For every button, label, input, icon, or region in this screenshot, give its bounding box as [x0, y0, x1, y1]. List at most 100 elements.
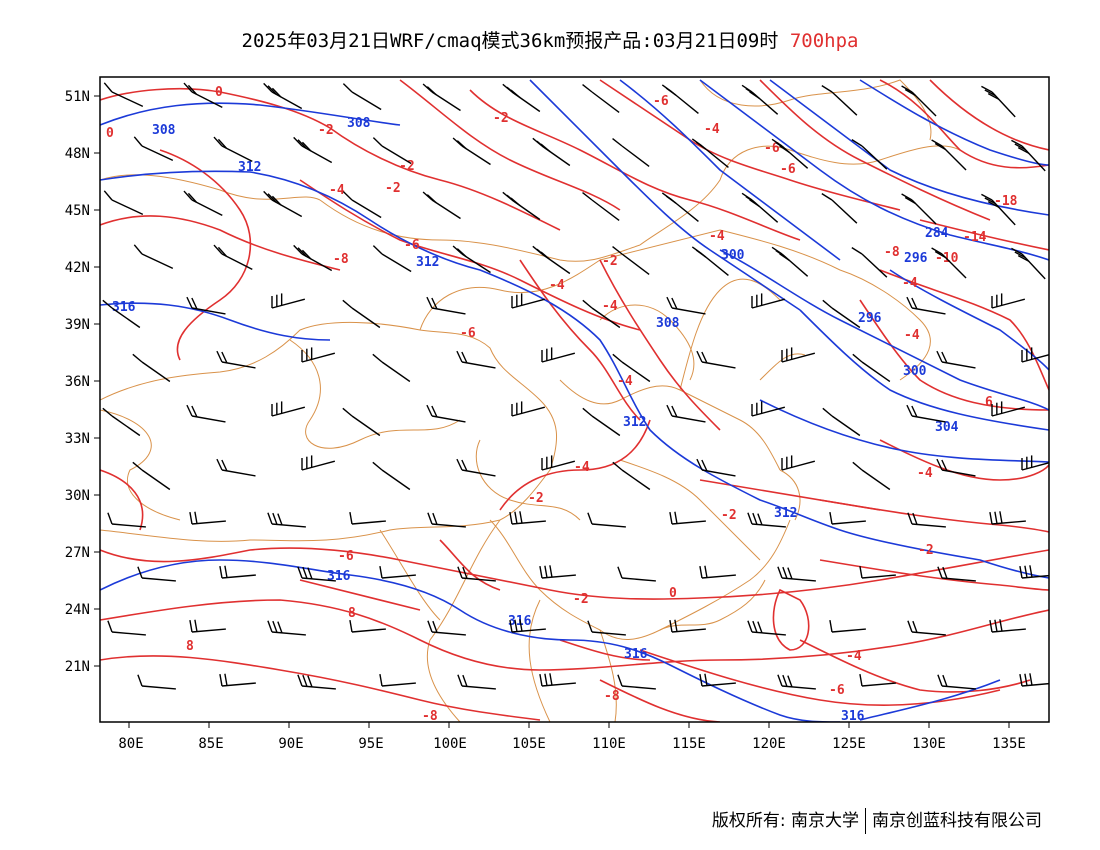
lat-label: 24N	[65, 602, 90, 618]
wind-barb	[381, 253, 412, 273]
wind-barb-feather	[904, 196, 916, 205]
wind-barb	[271, 523, 306, 528]
wind-barb-feather	[912, 512, 918, 525]
height-label: 284	[925, 226, 949, 241]
wind-barb-feather	[272, 512, 278, 525]
lon-label: 135E	[992, 736, 1026, 752]
wind-barb-feather	[981, 193, 993, 201]
height-label: 312	[416, 255, 439, 270]
wind-barb-feather	[431, 297, 438, 310]
wind-barb-feather	[582, 192, 593, 201]
wind-barb-feather	[544, 673, 548, 686]
wind-barb	[831, 199, 858, 224]
wind-barb-feather	[217, 138, 227, 149]
wind-barb-feather	[1019, 566, 1023, 579]
wind-barb	[141, 577, 176, 582]
wind-barb	[831, 91, 858, 116]
wind-barb-feather	[582, 84, 593, 93]
wind-barb	[621, 145, 650, 168]
wind-barb	[591, 307, 621, 329]
wind-barb	[111, 631, 146, 636]
wind-barb-feather	[587, 620, 593, 633]
wind-barb	[431, 631, 466, 636]
wind-barb	[591, 631, 626, 636]
wind-barb-feather	[666, 404, 673, 417]
wind-barb-feather	[422, 83, 433, 93]
wind-barb-feather	[267, 620, 273, 633]
height-label: 316	[841, 709, 865, 724]
wind-barb	[1021, 145, 1046, 172]
wind-barb-feather	[216, 350, 223, 363]
wind-barb	[511, 628, 546, 633]
wind-barb-feather	[519, 619, 523, 632]
wind-barb	[671, 307, 706, 315]
wind-barb-feather	[219, 566, 223, 579]
wind-barb	[191, 91, 223, 109]
wind-barb	[991, 91, 1016, 118]
wind-barb	[301, 577, 336, 582]
height-label: 308	[152, 123, 176, 138]
wind-barb-feather	[994, 511, 998, 524]
temp-label: -2	[602, 254, 618, 269]
wind-barb-feather	[1019, 674, 1023, 687]
lat-label: 45N	[65, 203, 90, 219]
wind-barb-feather	[422, 191, 433, 201]
wind-barb-feather	[787, 675, 793, 688]
wind-barb-feather	[704, 673, 708, 686]
wind-barb-feather	[194, 619, 198, 632]
lon-label: 100E	[433, 736, 467, 752]
wind-barb-feather	[271, 87, 282, 98]
lat-label: 30N	[65, 488, 90, 504]
wind-barb	[221, 469, 256, 477]
height-label: 312	[623, 415, 646, 430]
geopotential-labels: 308 308 312 312 316 300 296 296 284 300 …	[112, 116, 959, 724]
wind-barb-feather	[540, 143, 551, 153]
wind-barb	[941, 145, 967, 171]
wind-barb-feather	[934, 142, 946, 151]
wind-barb	[671, 91, 699, 114]
lat-label: 39N	[65, 317, 90, 333]
wind-barb	[111, 415, 141, 437]
lon-label: 80E	[118, 736, 143, 752]
wind-barb	[701, 361, 736, 369]
wind-barb	[831, 628, 866, 633]
wind-barb-feather	[612, 353, 623, 363]
wind-barb	[701, 145, 729, 168]
wind-barb-feather	[509, 620, 513, 633]
wind-barb	[621, 361, 651, 383]
temp-label: -6	[338, 549, 354, 564]
wind-barb-feather	[297, 247, 307, 257]
wind-barb-feather	[749, 91, 760, 100]
wind-barb-feather	[221, 351, 228, 364]
wind-barb-feather	[911, 405, 918, 418]
temp-label: -8	[604, 689, 620, 704]
wind-barb	[191, 415, 226, 423]
wind-barb-feather	[267, 85, 277, 95]
lat-label: 33N	[65, 431, 90, 447]
plot-frame	[99, 76, 1050, 723]
wind-barb	[461, 145, 491, 166]
wind-barb-feather	[549, 565, 553, 578]
lat-axis	[94, 95, 100, 667]
wind-barb-feather	[213, 244, 223, 255]
temp-label: -4	[704, 122, 720, 137]
wind-barb-feather	[617, 674, 623, 687]
wind-barb-feather	[1014, 143, 1026, 151]
lon-label: 90E	[278, 736, 303, 752]
temp-label: 8	[186, 639, 194, 654]
wind-barb	[221, 682, 256, 687]
temp-label: -4	[617, 374, 633, 389]
temp-label: -6	[460, 326, 476, 341]
wind-barb-feather	[267, 512, 273, 525]
wind-barb-feather	[427, 620, 433, 633]
wind-barb-feather	[187, 192, 197, 203]
wind-barb-feather	[431, 405, 438, 418]
wind-barb-feather	[103, 190, 113, 201]
wind-barb-feather	[342, 299, 353, 309]
wind-barb	[941, 577, 976, 582]
wind-barb-feather	[587, 512, 593, 525]
wind-barb	[381, 574, 416, 579]
wind-barb	[781, 685, 816, 690]
wind-barb-feather	[1011, 139, 1023, 147]
wind-barb	[781, 577, 816, 582]
